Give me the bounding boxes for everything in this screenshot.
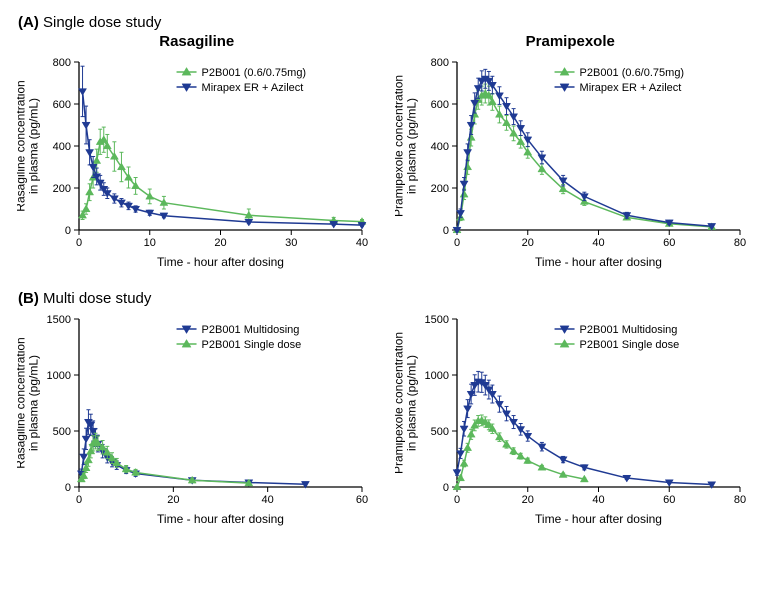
- chart-a2: 0204060800200400600800Time - hour after …: [395, 52, 750, 272]
- svg-text:40: 40: [356, 237, 368, 249]
- svg-text:200: 200: [431, 183, 449, 195]
- svg-text:500: 500: [52, 426, 70, 438]
- svg-text:0: 0: [443, 482, 449, 494]
- svg-text:400: 400: [52, 141, 70, 153]
- svg-text:500: 500: [431, 426, 449, 438]
- svg-text:10: 10: [143, 237, 155, 249]
- chart-b1: 0 20 40 60 0 500 1000 1500 Time - hour after dos…: [17, 309, 372, 529]
- title-pramipexole-a: Pramipexole: [384, 33, 758, 50]
- svg-text:60: 60: [356, 494, 368, 506]
- chart-a1: 0102030400200400600800Time - hour after …: [17, 52, 372, 272]
- svg-text:P2B001 Single dose: P2B001 Single dose: [580, 339, 680, 351]
- svg-text:0: 0: [65, 225, 71, 237]
- svg-text:in plasma (pg/mL): in plasma (pg/mL): [26, 98, 40, 194]
- svg-text:1000: 1000: [46, 370, 70, 382]
- svg-text:P2B001 Multidosing: P2B001 Multidosing: [580, 324, 678, 336]
- svg-text:in plasma (pg/mL): in plasma (pg/mL): [405, 355, 419, 451]
- svg-text:800: 800: [431, 57, 449, 69]
- svg-text:P2B001 Single dose: P2B001 Single dose: [201, 339, 301, 351]
- section-a-tag: (A): [18, 14, 39, 31]
- svg-text:200: 200: [52, 183, 70, 195]
- panel-titles-a: Rasagiline Pramipexole: [10, 33, 757, 50]
- svg-text:0: 0: [454, 237, 460, 249]
- svg-text:30: 30: [285, 237, 297, 249]
- svg-text:0: 0: [443, 225, 449, 237]
- svg-text:in plasma (pg/mL): in plasma (pg/mL): [26, 355, 40, 451]
- svg-text:40: 40: [261, 494, 273, 506]
- svg-text:0: 0: [65, 482, 71, 494]
- svg-text:40: 40: [593, 494, 605, 506]
- section-b-label: (B) Multi dose study: [18, 290, 757, 307]
- svg-text:20: 20: [522, 494, 534, 506]
- svg-text:80: 80: [734, 237, 746, 249]
- svg-text:Mirapex ER + Azilect: Mirapex ER + Azilect: [580, 82, 682, 94]
- section-a-label: (A) Single dose study: [18, 14, 757, 31]
- svg-text:400: 400: [431, 141, 449, 153]
- chart-b2: 0 20 40 60 80 0 500 1000 1500 Time - hour after d…: [395, 309, 750, 529]
- svg-text:20: 20: [214, 237, 226, 249]
- svg-text:0: 0: [454, 494, 460, 506]
- title-rasagiline-a: Rasagiline: [10, 33, 384, 50]
- svg-text:1000: 1000: [425, 370, 449, 382]
- svg-text:1500: 1500: [425, 314, 449, 326]
- svg-text:Time - hour after dosing: Time - hour after dosing: [535, 255, 662, 269]
- svg-text:0: 0: [76, 237, 82, 249]
- svg-text:Time - hour after dosing: Time - hour after dosing: [535, 512, 662, 526]
- section-b-text: Multi dose study: [43, 290, 151, 307]
- section-a-text: Single dose study: [43, 14, 161, 31]
- svg-text:Time - hour after dosing: Time - hour after dosing: [157, 512, 284, 526]
- svg-text:1500: 1500: [46, 314, 70, 326]
- svg-text:600: 600: [431, 99, 449, 111]
- charts-row-a: 0102030400200400600800Time - hour after …: [10, 52, 757, 272]
- svg-text:600: 600: [52, 99, 70, 111]
- svg-text:P2B001 (0.6/0.75mg): P2B001 (0.6/0.75mg): [201, 67, 306, 79]
- svg-text:20: 20: [522, 237, 534, 249]
- svg-text:Mirapex ER + Azilect: Mirapex ER + Azilect: [201, 82, 303, 94]
- svg-text:60: 60: [663, 237, 675, 249]
- section-b-tag: (B): [18, 290, 39, 307]
- svg-text:40: 40: [593, 237, 605, 249]
- svg-text:60: 60: [663, 494, 675, 506]
- svg-text:in plasma (pg/mL): in plasma (pg/mL): [405, 98, 419, 194]
- svg-text:P2B001 (0.6/0.75mg): P2B001 (0.6/0.75mg): [580, 67, 685, 79]
- svg-text:20: 20: [167, 494, 179, 506]
- svg-text:Time - hour after dosing: Time - hour after dosing: [157, 255, 284, 269]
- charts-row-b: 0 20 40 60 0 500 1000 1500 Time - hour after dos…: [10, 309, 757, 529]
- svg-text:800: 800: [52, 57, 70, 69]
- svg-text:0: 0: [76, 494, 82, 506]
- svg-text:P2B001 Multidosing: P2B001 Multidosing: [201, 324, 299, 336]
- svg-text:80: 80: [734, 494, 746, 506]
